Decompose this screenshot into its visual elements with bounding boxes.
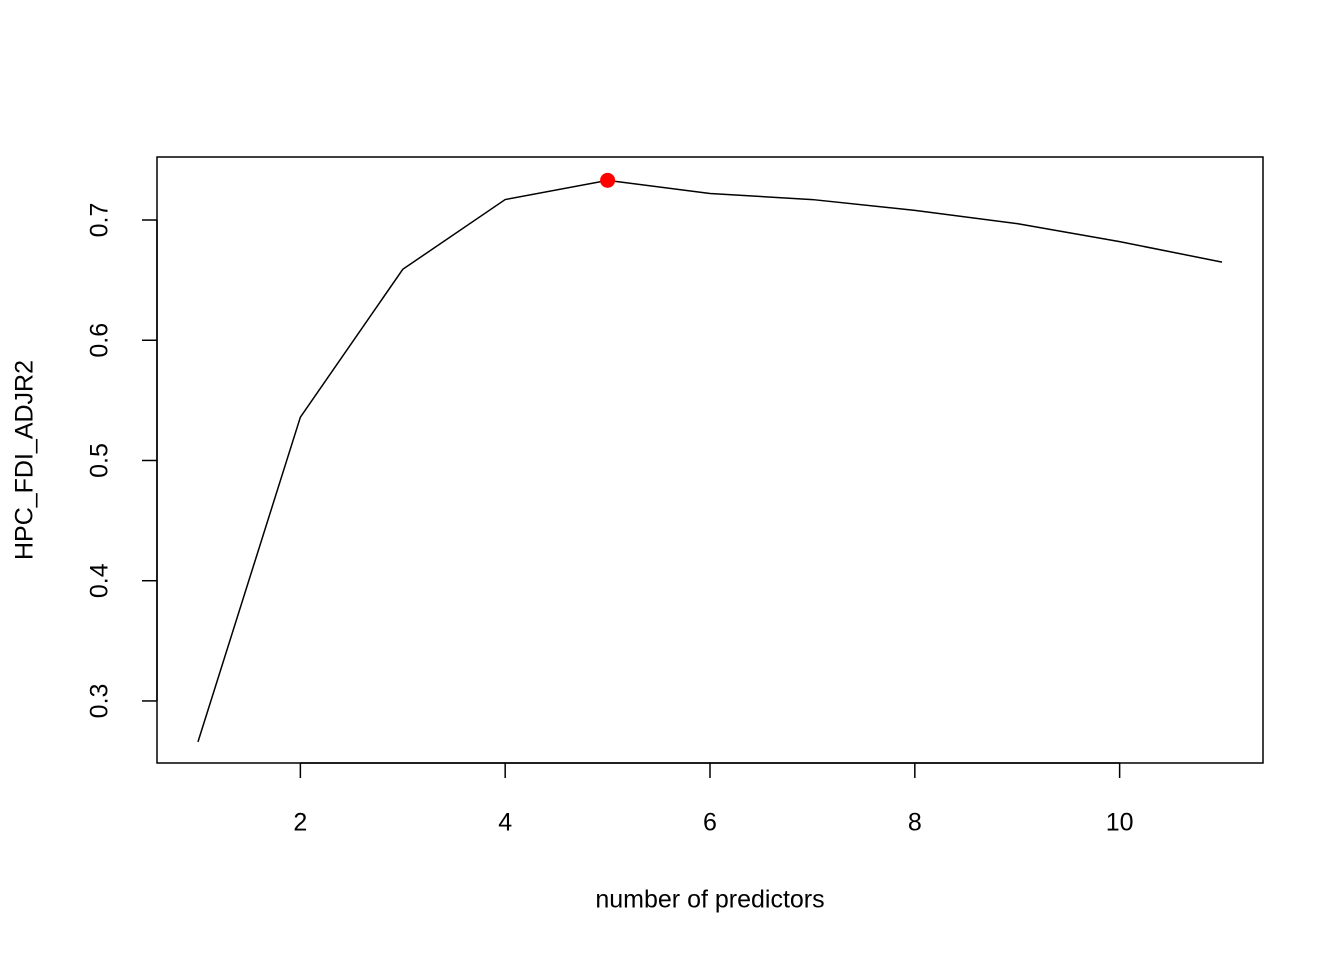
y-tick-label: 0.4 xyxy=(86,563,114,598)
plot-box xyxy=(156,156,1264,764)
data-line xyxy=(197,179,1223,743)
x-tick-label: 10 xyxy=(1106,809,1134,837)
x-tick-label: 2 xyxy=(293,809,307,837)
y-tick-label: 0.3 xyxy=(86,684,114,719)
y-tick-label: 0.5 xyxy=(86,443,114,478)
x-axis-label: number of predictors xyxy=(595,886,824,914)
x-tick-label: 4 xyxy=(498,809,512,837)
x-tick-label: 8 xyxy=(908,809,922,837)
y-tick-label: 0.7 xyxy=(86,203,114,238)
y-tick-label: 0.6 xyxy=(86,323,114,358)
x-tick-label: 6 xyxy=(703,809,717,837)
highlight-point xyxy=(600,172,616,188)
y-axis-label: HPC_FDI_ADJR2 xyxy=(11,360,39,560)
